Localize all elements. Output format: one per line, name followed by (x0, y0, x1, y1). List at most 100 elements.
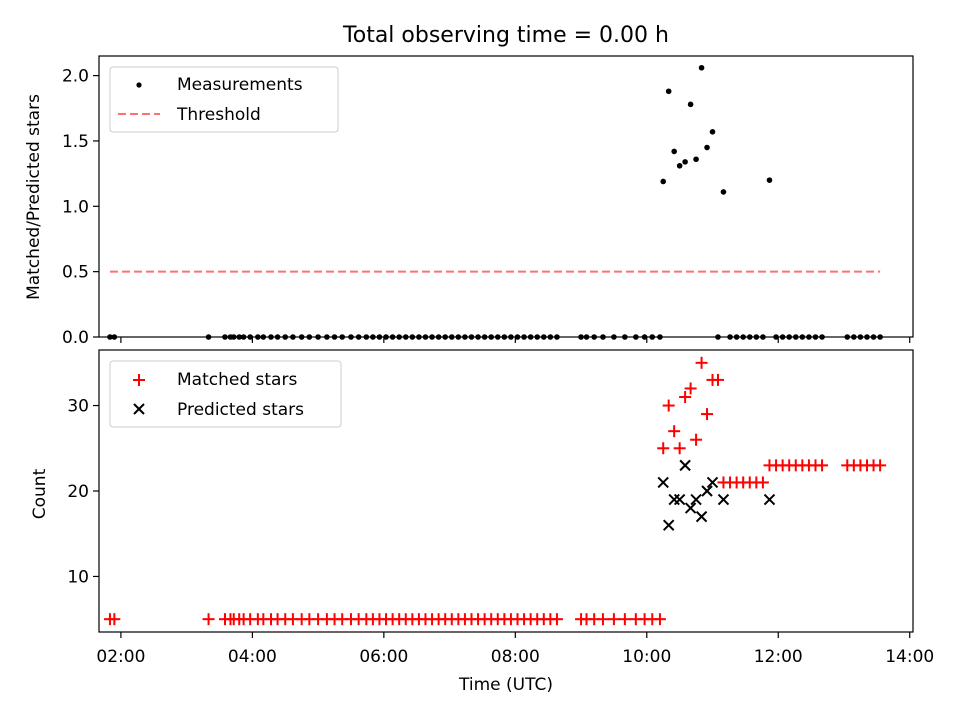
measurement-point (274, 334, 281, 340)
matched-star-marker (662, 399, 675, 412)
measurement-point (383, 334, 389, 340)
measurement-point (376, 334, 383, 340)
measurement-point (355, 334, 362, 340)
measurement-point (786, 334, 793, 340)
measurement-point (409, 334, 416, 340)
bottom-x-tick-label: 06:00 (359, 647, 408, 667)
measurement-point (290, 334, 296, 340)
measurement-point (422, 334, 429, 340)
matched-star-marker (756, 476, 769, 489)
predicted-star-marker (701, 485, 713, 497)
predicted-star-marker (662, 519, 675, 531)
top-legend: Measurements Threshold (109, 66, 339, 133)
measurement-point (687, 101, 694, 108)
legend-matched-label: Matched stars (177, 370, 297, 390)
measurement-point (260, 334, 267, 340)
measurement-point (236, 334, 243, 340)
measurement-point (773, 334, 779, 340)
matched-star-marker (673, 442, 686, 455)
top-y-tick-label: 1.5 (62, 132, 89, 152)
measurement-point (282, 334, 289, 340)
matched-star-marker (653, 613, 666, 626)
measurement-point (760, 334, 766, 340)
measurement-point (753, 334, 760, 340)
measurement-point (709, 129, 716, 135)
measurement-point (693, 156, 699, 163)
bottom-x-tick-label: 12:00 (754, 647, 803, 667)
legend-matched-marker (133, 374, 145, 386)
matched-star-marker (701, 408, 714, 421)
measurement-point (740, 334, 746, 340)
measurement-point (583, 334, 590, 340)
bottom-x-tick-label: 08:00 (491, 647, 540, 667)
predicted-star-marker (679, 459, 691, 472)
legend-measurements-label: Measurements (177, 75, 303, 95)
measurement-point (247, 334, 253, 340)
x-axis-label: Time (UTC) (458, 675, 553, 695)
measurement-point (527, 334, 534, 340)
top-y-tick-label: 2.0 (62, 67, 89, 87)
measurement-point (671, 148, 677, 155)
measurement-point (812, 334, 819, 340)
predicted-star-marker (668, 493, 680, 506)
bottom-x-tick-label: 02:00 (96, 647, 145, 667)
measurement-point (851, 334, 857, 340)
measurement-point (819, 334, 825, 340)
top-y-axis-label: Matched/Predicted stars (24, 94, 44, 300)
matched-star-marker (816, 459, 829, 472)
measurement-point (720, 189, 727, 195)
measurement-point (298, 334, 305, 340)
predicted-star-marker (684, 502, 697, 514)
measurement-point (508, 334, 514, 340)
matched-star-marker (657, 442, 670, 455)
measurement-point (494, 334, 501, 340)
measurement-point (240, 334, 247, 340)
measurement-point (857, 334, 864, 340)
predicted-star-marker (717, 493, 730, 506)
matched-star-marker (668, 425, 681, 438)
bottom-x-ticks: 02:00 04:00 06:00 08:00 10:00 12:00 14:00 (96, 632, 934, 667)
bottom-y-tick-label: 30 (67, 397, 89, 417)
measurement-point (348, 334, 354, 340)
top-legend-box (109, 66, 339, 133)
measurement-point (331, 334, 338, 340)
measurement-point (877, 334, 883, 340)
measurement-point (230, 334, 237, 340)
top-panel: 0.00.51.01.52.0 Matched/Predicted stars … (24, 55, 914, 348)
measurement-point (704, 144, 710, 151)
measurement-point (698, 64, 705, 71)
predicted-star-marker (695, 510, 708, 523)
top-x-ticks (120, 337, 911, 343)
top-y-tick-label: 0.0 (62, 328, 89, 348)
measurement-point (715, 334, 721, 340)
matched-star-marker (202, 613, 215, 626)
measurement-point (844, 334, 851, 340)
bottom-x-tick-label: 04:00 (228, 647, 277, 667)
measurement-point (514, 334, 521, 340)
measurement-point (370, 334, 376, 340)
top-y-tick-label: 1.0 (62, 197, 89, 217)
measurement-point (547, 334, 554, 340)
legend-predicted-label: Predicted stars (177, 400, 304, 420)
measurement-point (468, 334, 475, 340)
measurement-point (442, 334, 448, 340)
measurement-point (416, 334, 422, 340)
measurement-point (205, 334, 212, 340)
matched-star-marker (550, 613, 563, 626)
bottom-y-tick-label: 10 (67, 567, 89, 587)
measurement-point (339, 334, 346, 340)
measurement-point (806, 334, 812, 340)
matched-star-marker (679, 391, 692, 403)
bottom-y-tick-label: 20 (67, 482, 89, 502)
bottom-y-axis-label: Count (30, 468, 50, 519)
measurement-point (864, 334, 870, 340)
bottom-x-tick-label: 14:00 (885, 647, 934, 667)
top-y-tick-label: 0.5 (62, 263, 89, 283)
measurements-layer (107, 64, 883, 340)
measurement-point (633, 334, 639, 340)
legend-measurements-marker (136, 82, 142, 88)
predicted-star-marker (673, 493, 686, 506)
measurement-point (389, 334, 396, 340)
measurement-point (779, 334, 786, 340)
